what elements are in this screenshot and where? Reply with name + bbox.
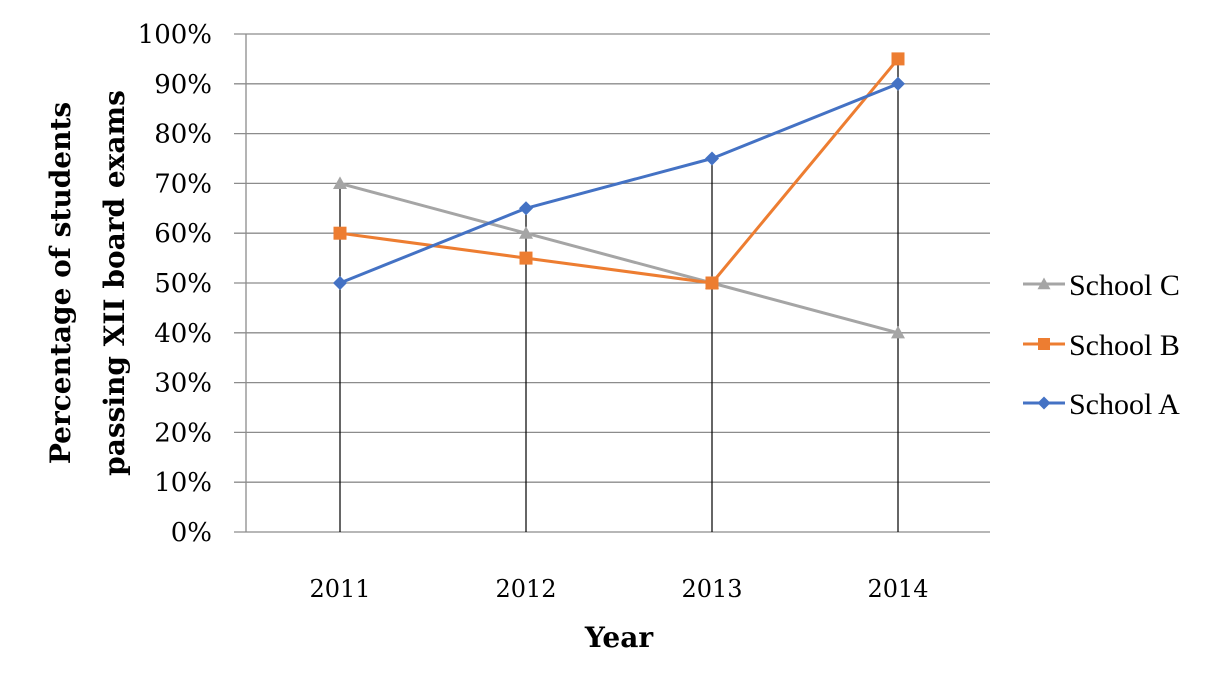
series-line <box>339 82 899 285</box>
y-tick-label: 70% <box>154 169 212 199</box>
y-tick-label: 100% <box>138 20 212 50</box>
triangle-marker <box>519 226 533 239</box>
y-tick-label: 90% <box>154 70 212 100</box>
x-tick-label: 2014 <box>867 575 928 603</box>
y-tick-label: 30% <box>154 369 212 399</box>
drop-lines <box>339 58 899 532</box>
x-tick-label: 2013 <box>681 575 742 603</box>
legend-item: School A <box>1023 388 1180 421</box>
diamond-marker <box>891 76 905 91</box>
legend-item: School C <box>1023 269 1180 302</box>
y-axis-title: Percentage of students passing XII board… <box>44 90 131 476</box>
series-line <box>339 181 899 335</box>
diamond-marker <box>333 276 347 290</box>
x-tick-label: 2012 <box>495 575 556 603</box>
data-series <box>333 52 905 339</box>
square-marker <box>1038 338 1050 350</box>
x-axis-ticks: 2011 2012 2013 2014 <box>309 575 928 603</box>
square-marker <box>333 226 347 240</box>
y-tick-label: 50% <box>154 269 212 299</box>
triangle-marker <box>1037 277 1051 290</box>
gridlines <box>234 33 990 533</box>
square-marker <box>891 52 905 66</box>
y-axis-title-line-1: Percentage of students <box>44 102 77 464</box>
y-tick-label: 40% <box>154 319 212 349</box>
legend-label: School B <box>1069 329 1180 362</box>
x-axis-title: Year <box>584 621 655 654</box>
series-school-c <box>333 176 905 339</box>
series-school-a <box>333 76 905 290</box>
y-axis-title-line-2: passing XII board exams <box>98 90 131 476</box>
y-tick-label: 10% <box>154 468 212 498</box>
diamond-marker <box>705 151 719 166</box>
legend-label: School C <box>1069 269 1180 302</box>
square-marker <box>519 251 533 265</box>
x-tick-label: 2011 <box>309 575 370 603</box>
triangle-marker <box>333 176 347 189</box>
legend-label: School A <box>1069 388 1180 421</box>
diamond-marker <box>1037 396 1051 410</box>
diamond-marker <box>519 201 533 216</box>
y-tick-label: 60% <box>154 219 212 249</box>
triangle-marker <box>891 325 905 339</box>
legend-item: School B <box>1023 329 1180 362</box>
y-axis-ticks: 0% 10% 20% 30% 40% 50% 60% 70% 80% 90% 100% <box>138 20 212 548</box>
y-tick-label: 20% <box>154 418 212 448</box>
legend: School C School B School A <box>1023 269 1180 421</box>
series-school-b <box>333 52 905 290</box>
y-tick-label: 80% <box>154 120 212 150</box>
y-tick-label: 0% <box>171 518 212 548</box>
square-marker <box>705 276 719 290</box>
